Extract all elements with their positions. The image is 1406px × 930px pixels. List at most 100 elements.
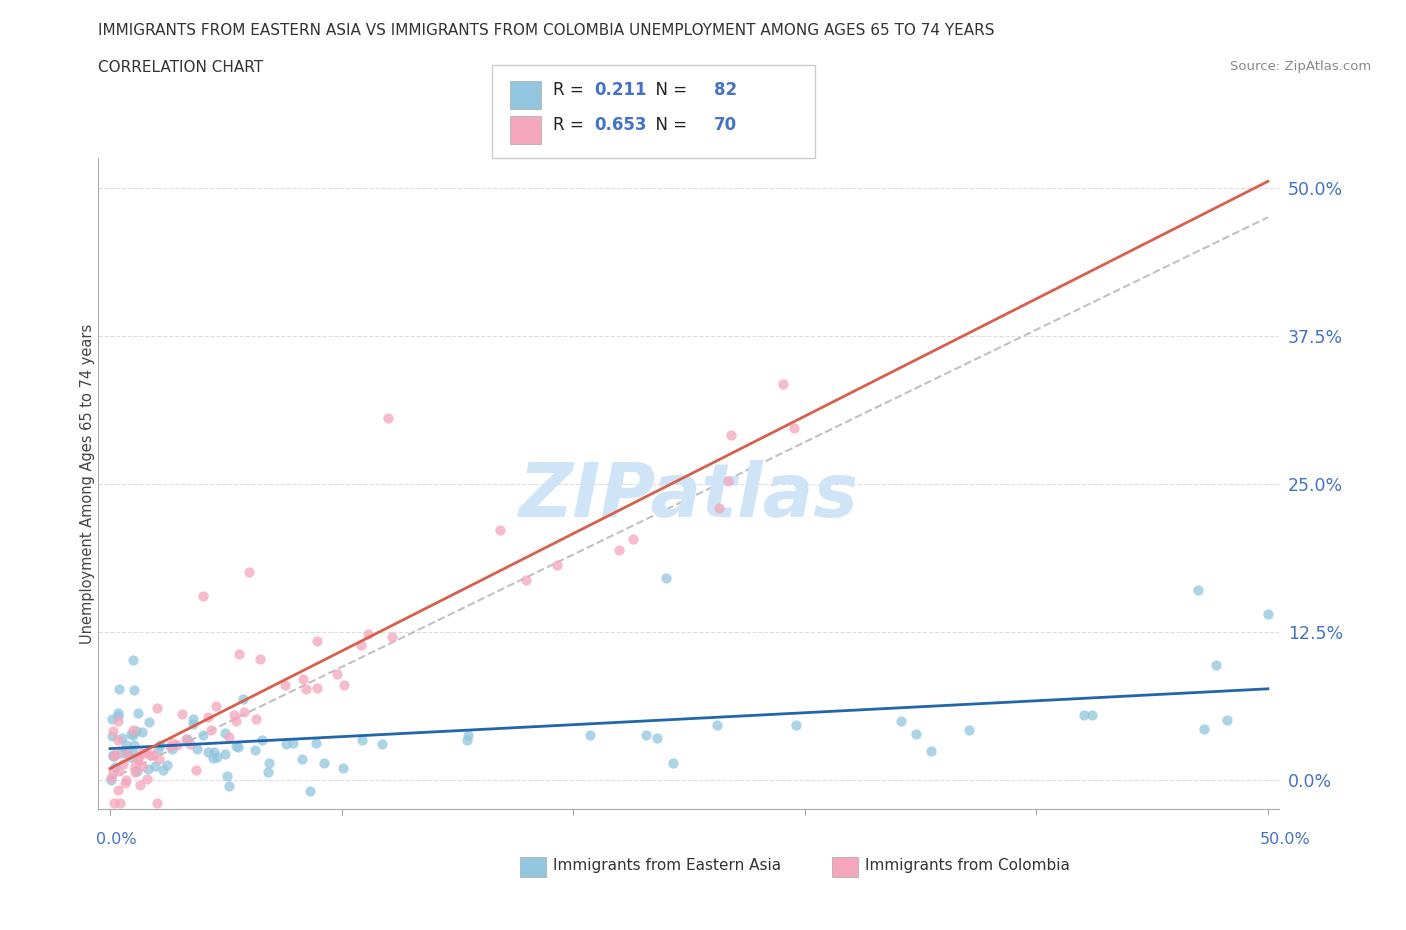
Point <box>225 739 247 754</box>
Point <box>326 667 349 682</box>
Text: CORRELATION CHART: CORRELATION CHART <box>98 60 263 75</box>
Point <box>107 713 129 728</box>
Text: 0.653: 0.653 <box>595 116 647 134</box>
Point <box>107 783 129 798</box>
Point <box>114 776 136 790</box>
Point <box>100 772 122 787</box>
Point <box>292 671 315 686</box>
Point <box>152 763 174 777</box>
Point <box>166 737 188 752</box>
Point <box>371 737 394 751</box>
Point <box>121 653 143 668</box>
Point <box>127 706 149 721</box>
Point <box>191 728 214 743</box>
Point <box>118 750 141 764</box>
Point <box>720 427 742 442</box>
Point <box>245 711 267 726</box>
Point <box>127 751 149 766</box>
Point <box>108 764 131 779</box>
Point <box>305 681 328 696</box>
Point <box>122 727 145 742</box>
Point <box>257 755 280 770</box>
Point <box>456 733 478 748</box>
Point <box>291 751 314 766</box>
Point <box>281 736 304 751</box>
Point <box>120 726 142 741</box>
Point <box>139 748 162 763</box>
Point <box>124 764 146 779</box>
Point <box>205 699 228 714</box>
Point <box>135 771 157 786</box>
Point <box>107 709 129 724</box>
Point <box>160 741 183 756</box>
Point <box>298 784 321 799</box>
Point <box>115 746 138 761</box>
Point <box>305 736 328 751</box>
Point <box>174 732 197 747</box>
Point <box>273 677 295 692</box>
Point <box>706 717 728 732</box>
Point <box>101 748 124 763</box>
Text: R =: R = <box>553 81 589 99</box>
Point <box>785 717 807 732</box>
Point <box>350 637 373 652</box>
Point <box>122 723 145 737</box>
Point <box>101 765 124 780</box>
Point <box>257 764 280 779</box>
Point <box>122 737 145 752</box>
Point <box>332 761 354 776</box>
Point <box>159 738 181 753</box>
Point <box>225 713 247 728</box>
Point <box>115 772 138 787</box>
Point <box>218 778 240 793</box>
Point <box>218 730 240 745</box>
Point <box>103 796 125 811</box>
Point <box>101 729 124 744</box>
Text: 50.0%: 50.0% <box>1260 832 1310 847</box>
Text: 0.0%: 0.0% <box>96 832 136 847</box>
Point <box>245 742 267 757</box>
Text: 0.211: 0.211 <box>595 81 647 99</box>
Point <box>111 730 134 745</box>
Point <box>170 707 193 722</box>
Text: N =: N = <box>645 116 693 134</box>
Text: ZIPatlas: ZIPatlas <box>519 460 859 533</box>
Point <box>655 571 678 586</box>
Point <box>200 722 222 737</box>
Point <box>100 711 122 726</box>
Point <box>176 731 198 746</box>
Point <box>214 747 236 762</box>
Point <box>205 750 228 764</box>
Point <box>250 733 273 748</box>
Text: Immigrants from Eastern Asia: Immigrants from Eastern Asia <box>553 858 780 873</box>
Point <box>233 705 256 720</box>
Text: Source: ZipAtlas.com: Source: ZipAtlas.com <box>1230 60 1371 73</box>
Point <box>138 762 160 777</box>
Point <box>201 751 224 765</box>
Point <box>127 750 149 764</box>
Point <box>110 746 132 761</box>
Point <box>920 743 942 758</box>
Point <box>226 739 249 754</box>
Point <box>107 733 129 748</box>
Point <box>307 633 329 648</box>
Point <box>232 692 254 707</box>
Point <box>125 724 148 738</box>
Point <box>1194 722 1216 737</box>
Point <box>607 542 630 557</box>
Point <box>186 763 208 777</box>
Point <box>197 745 219 760</box>
Point <box>138 714 160 729</box>
Point <box>191 589 214 604</box>
Point <box>179 737 201 751</box>
Point <box>115 743 138 758</box>
Point <box>217 769 239 784</box>
Point <box>783 420 806 435</box>
Point <box>101 749 124 764</box>
Point <box>1187 583 1209 598</box>
Point <box>356 627 378 642</box>
Point <box>1073 708 1095 723</box>
Point <box>162 736 184 751</box>
Point <box>772 377 794 392</box>
Point <box>645 731 668 746</box>
